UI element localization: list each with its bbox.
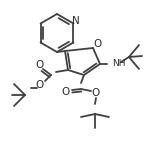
- Text: NH: NH: [112, 59, 126, 67]
- Text: O: O: [94, 39, 102, 49]
- Text: O: O: [36, 80, 44, 90]
- Text: O: O: [35, 60, 43, 70]
- Text: N: N: [72, 16, 79, 26]
- Text: O: O: [61, 87, 69, 97]
- Text: O: O: [92, 88, 100, 98]
